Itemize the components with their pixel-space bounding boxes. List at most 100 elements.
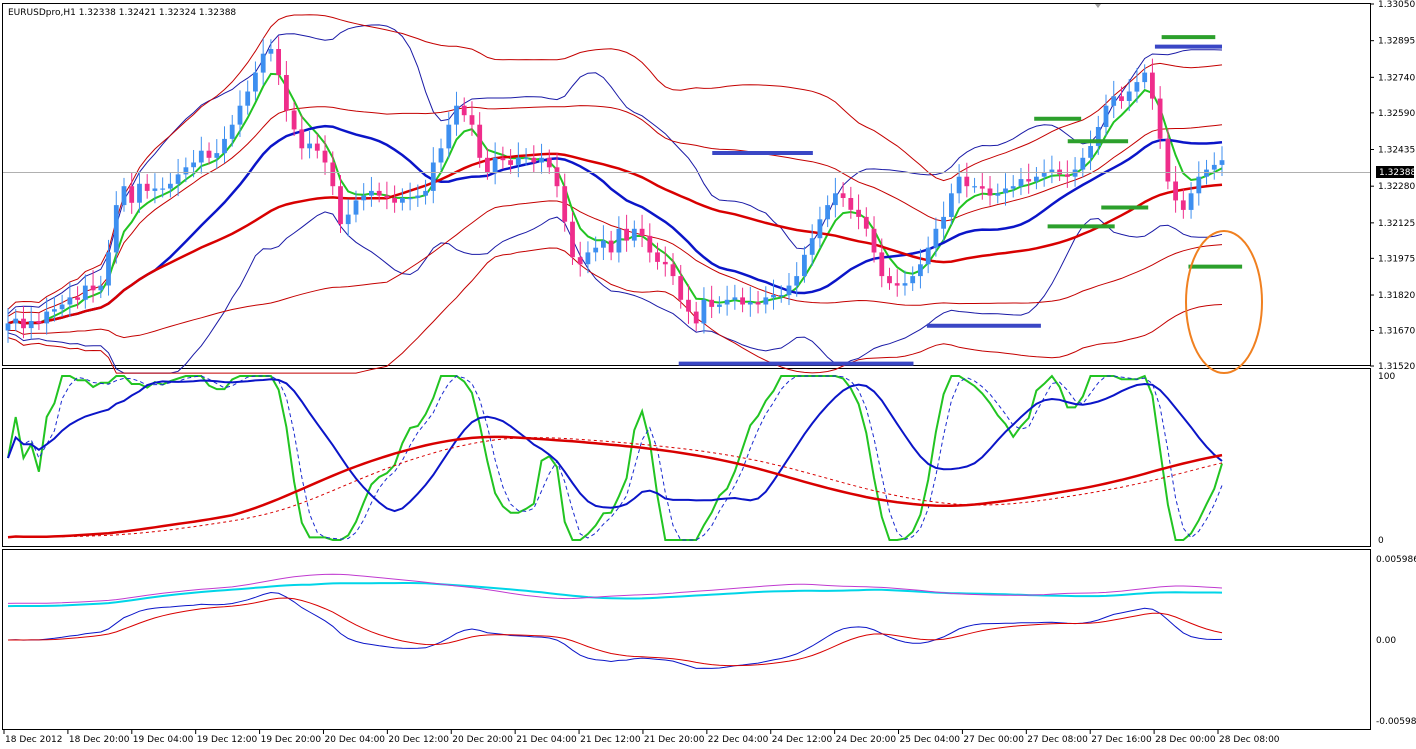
macd-pane[interactable] bbox=[2, 549, 1371, 730]
candle-body bbox=[949, 193, 954, 217]
candle-body bbox=[229, 124, 235, 139]
candle-body bbox=[1049, 169, 1055, 172]
candle-body bbox=[260, 53, 266, 73]
candle-body bbox=[1026, 179, 1032, 182]
candle-body bbox=[1103, 105, 1109, 127]
candle-body bbox=[222, 138, 227, 154]
candle-body bbox=[268, 49, 274, 54]
macd-line bbox=[7, 591, 1223, 669]
candle-body bbox=[1057, 169, 1062, 175]
scroll-marker-icon[interactable] bbox=[1095, 4, 1101, 8]
candle-body bbox=[523, 157, 529, 159]
candle-body bbox=[624, 228, 629, 241]
ma-slow-line bbox=[7, 152, 1223, 325]
candle-body bbox=[918, 264, 923, 277]
candle-body bbox=[237, 105, 243, 125]
price-tick-label: 1.31670 bbox=[1378, 327, 1415, 337]
candle-body bbox=[647, 235, 653, 253]
candle-body bbox=[763, 297, 769, 305]
candle-body bbox=[933, 228, 939, 248]
candle-body bbox=[82, 285, 88, 300]
candle-body bbox=[910, 276, 916, 284]
macd-tick-label: 0.005986 bbox=[1376, 555, 1416, 565]
candle-body bbox=[36, 321, 42, 324]
candle-body bbox=[168, 183, 173, 189]
candle-body bbox=[253, 72, 258, 92]
candle-body bbox=[809, 238, 815, 255]
candle-body bbox=[198, 150, 204, 163]
candle-body bbox=[577, 257, 583, 265]
macd-signal-line bbox=[7, 597, 1223, 667]
candle-body bbox=[137, 183, 142, 203]
candle-body bbox=[477, 124, 483, 158]
candle-body bbox=[802, 254, 807, 277]
candle-body bbox=[1142, 72, 1148, 83]
candle-body bbox=[724, 299, 730, 305]
candle-body bbox=[539, 157, 544, 163]
candle-body bbox=[894, 283, 900, 286]
time-tick-label: 27 Dec 08:00 bbox=[1027, 735, 1088, 745]
candle-body bbox=[546, 157, 552, 168]
candle-body bbox=[755, 302, 761, 305]
ema-fast-line bbox=[7, 72, 1223, 325]
candle-body bbox=[732, 297, 738, 300]
candle-body bbox=[740, 297, 745, 305]
candle-body bbox=[21, 318, 26, 329]
candle-body bbox=[817, 219, 823, 239]
candle-body bbox=[833, 193, 838, 206]
time-tick-label: 19 Dec 12:00 bbox=[197, 735, 258, 745]
candle-body bbox=[291, 110, 297, 130]
candle-body bbox=[902, 283, 908, 286]
candle-body bbox=[1211, 164, 1217, 170]
candle-body bbox=[863, 216, 869, 229]
candle-body bbox=[1180, 200, 1186, 210]
candle-body bbox=[353, 200, 359, 215]
candle-body bbox=[1126, 91, 1132, 101]
osc-slow-signal bbox=[7, 437, 1223, 538]
macd-tick-label: 0.00 bbox=[1376, 636, 1396, 646]
candle-body bbox=[307, 143, 312, 149]
candle-body bbox=[330, 162, 336, 187]
current-price-tag bbox=[1376, 166, 1414, 178]
candlesticks bbox=[5, 36, 1225, 343]
candle-body bbox=[979, 186, 985, 189]
candle-body bbox=[1219, 160, 1225, 165]
candle-body bbox=[655, 252, 660, 262]
candle-body bbox=[709, 299, 715, 307]
candle-body bbox=[794, 276, 800, 286]
candle-body bbox=[972, 186, 977, 188]
horizontal-levels bbox=[678, 35, 1243, 366]
osc-tick-label: 0 bbox=[1378, 536, 1384, 546]
candle-body bbox=[531, 157, 537, 163]
candle-body bbox=[616, 228, 622, 253]
candle-body bbox=[1072, 169, 1078, 177]
candle-body bbox=[284, 75, 289, 111]
candle-body bbox=[508, 160, 513, 165]
bollinger-bands bbox=[7, 14, 1223, 374]
candle-body bbox=[693, 311, 699, 324]
candle-body bbox=[639, 228, 645, 236]
time-tick-label: 21 Dec 20:00 bbox=[644, 735, 705, 745]
candle-body bbox=[786, 285, 792, 296]
time-tick-label: 25 Dec 04:00 bbox=[900, 735, 961, 745]
candle-body bbox=[144, 183, 150, 191]
time-tick-label: 28 Dec 08:00 bbox=[1219, 735, 1280, 745]
time-tick-label: 27 Dec 16:00 bbox=[1091, 735, 1152, 745]
candle-body bbox=[1119, 96, 1124, 101]
candle-body bbox=[871, 228, 877, 253]
candle-body bbox=[601, 240, 606, 248]
time-tick-label: 24 Dec 12:00 bbox=[772, 735, 833, 745]
candle-body bbox=[554, 167, 560, 187]
candle-body bbox=[840, 193, 846, 198]
time-tick-label: 18 Dec 20:00 bbox=[69, 735, 130, 745]
candle-body bbox=[941, 216, 946, 229]
time-tick-label: 20 Dec 04:00 bbox=[325, 735, 386, 745]
oscillator-pane[interactable] bbox=[2, 368, 1371, 547]
price-tick-label: 1.31820 bbox=[1378, 291, 1415, 301]
candle-body bbox=[631, 228, 637, 241]
candle-body bbox=[1041, 172, 1047, 177]
candle-body bbox=[129, 186, 135, 203]
candle-body bbox=[1034, 176, 1039, 182]
